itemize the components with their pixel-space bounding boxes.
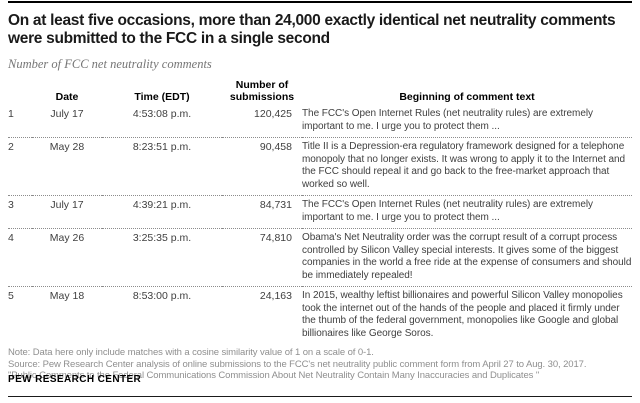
- comments-table: Date Time (EDT) Number of submissions Be…: [8, 79, 632, 344]
- time-column-header: Time (EDT): [134, 91, 190, 103]
- table-row: 4 May 26 3:25:35 p.m. 74,810 Obama's Net…: [8, 228, 632, 287]
- comment-text-cell: Title II is a Depression-era regulatory …: [302, 137, 632, 196]
- page-title: On at least five occasions, more than 24…: [8, 12, 616, 47]
- submissions-cell: 120,425: [222, 105, 302, 138]
- time-cell: 8:53:00 p.m.: [132, 290, 192, 302]
- pew-research-center-wordmark: PEW RESEARCH CENTER: [8, 374, 142, 385]
- date-column-header: Date: [55, 91, 79, 103]
- date-cell: July 17: [32, 105, 102, 138]
- rank-cell: 4: [8, 228, 32, 287]
- source-line: Source: Pew Research Center analysis of …: [8, 358, 587, 370]
- date-cell: May 26: [32, 228, 102, 287]
- table-header-row: Date Time (EDT) Number of submissions Be…: [8, 79, 632, 105]
- time-cell: 4:53:08 p.m.: [102, 105, 222, 138]
- rank-cell: 1: [8, 105, 32, 138]
- comment-text-cell: Obama's Net Neutrality order was the cor…: [302, 228, 632, 287]
- submissions-cell: 24,163: [259, 290, 292, 302]
- table-row: 3 July 17 4:39:21 p.m. 84,731 The FCC's …: [8, 195, 632, 229]
- submissions-cell: 84,731: [222, 195, 302, 229]
- rank-cell: 2: [8, 137, 32, 196]
- rank-column-header: [8, 79, 32, 105]
- rank-cell: 3: [8, 195, 32, 229]
- rank-cell: 5: [8, 290, 14, 302]
- top-rule: [8, 1, 632, 3]
- time-cell: 4:39:21 p.m.: [102, 195, 222, 229]
- source-report-title: "Public Comments to the Federal Communic…: [8, 370, 540, 381]
- date-cell: May 18: [49, 290, 85, 302]
- comment-text-cell: The FCC's Open Internet Rules (net neutr…: [302, 195, 632, 229]
- comment-text-cell: The FCC's Open Internet Rules (net neutr…: [302, 105, 632, 138]
- submissions-cell: 90,458: [222, 137, 302, 196]
- table-row: 1 July 17 4:53:08 p.m. 120,425 The FCC's…: [8, 105, 632, 138]
- comment-column-header: Beginning of comment text: [399, 91, 535, 103]
- figure-subtitle: Number of FCC net neutrality comments: [8, 57, 212, 71]
- table-row: 5 May 18 8:53:00 p.m. 24,163 In 2015, we…: [8, 287, 632, 345]
- footnotes: Note: Data here only include matches wit…: [8, 347, 632, 382]
- comment-text-cell: In 2015, wealthy leftist billionaires an…: [302, 290, 623, 339]
- date-cell: July 17: [32, 195, 102, 229]
- note-line: Note: Data here only include matches wit…: [8, 347, 374, 358]
- table-row: 2 May 28 8:23:51 p.m. 90,458 Title II is…: [8, 137, 632, 196]
- submissions-cell: 74,810: [222, 228, 302, 287]
- bottom-rule: [8, 396, 632, 397]
- time-cell: 8:23:51 p.m.: [102, 137, 222, 196]
- submissions-column-header: Number of submissions: [229, 79, 295, 103]
- time-cell: 3:25:35 p.m.: [102, 228, 222, 287]
- date-cell: May 28: [32, 137, 102, 196]
